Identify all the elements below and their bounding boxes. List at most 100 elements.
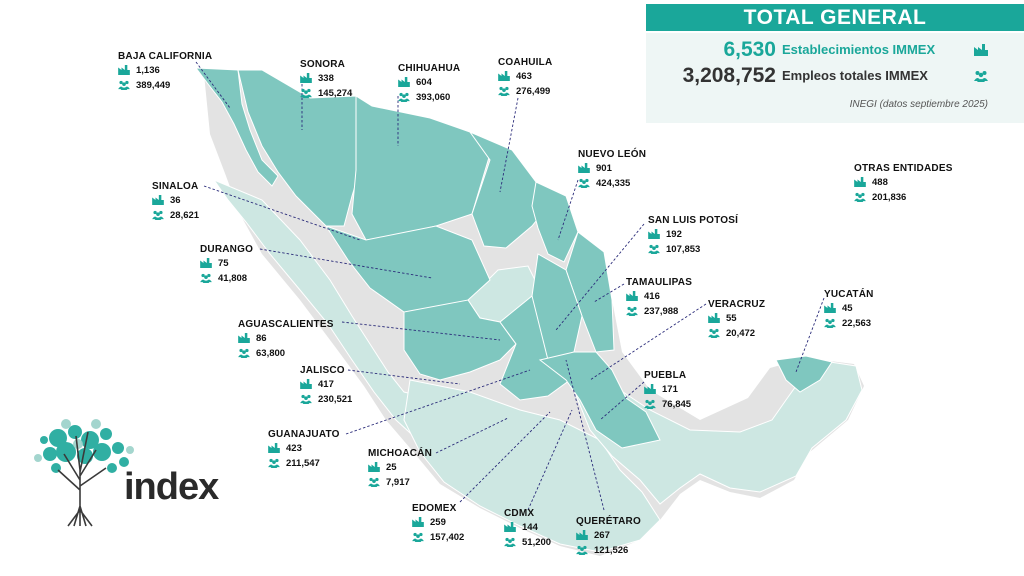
- state-establishments-value: 1,136: [136, 65, 160, 76]
- state-jobs: 276,499: [498, 84, 552, 99]
- state-name: QUERÉTARO: [576, 516, 641, 527]
- state-label: BAJA CALIFORNIA 1,136 389,449: [118, 50, 212, 93]
- state-jobs: 389,449: [118, 78, 212, 93]
- state-jobs: 41,808: [200, 271, 253, 286]
- state-establishments: 417: [300, 377, 352, 392]
- state-jobs-value: 22,563: [842, 318, 872, 329]
- state-jobs-value: 424,335: [596, 178, 631, 189]
- state-name: JALISCO: [300, 365, 345, 376]
- data-source-note: INEGI (datos septiembre 2025): [849, 99, 988, 110]
- people-icon: [398, 93, 410, 103]
- state-jobs-value: 157,402: [430, 532, 465, 543]
- index-logo: [30, 410, 240, 528]
- state-establishments-value: 423: [286, 443, 302, 454]
- state-jobs-value: 237,988: [644, 306, 679, 317]
- state-jobs: 237,988: [626, 304, 692, 319]
- state-establishments: 144: [504, 520, 551, 535]
- factory-icon: [504, 522, 516, 533]
- factory-icon: [974, 44, 988, 56]
- state-name: CHIHUAHUA: [398, 63, 461, 74]
- state-name: SAN LUIS POTOSÍ: [648, 215, 739, 226]
- tree-logo-icon: [34, 419, 134, 527]
- people-icon: [118, 81, 130, 91]
- people-icon: [708, 329, 720, 339]
- state-establishments-value: 901: [596, 163, 612, 174]
- people-icon: [644, 400, 656, 410]
- state-name: COAHUILA: [498, 57, 553, 68]
- state-establishments: 45: [824, 301, 874, 316]
- people-icon: [300, 395, 312, 405]
- state-jobs-value: 41,808: [218, 273, 248, 284]
- state-establishments-value: 463: [516, 71, 532, 82]
- state-label: MICHOACÁN 25 7,917: [368, 447, 432, 490]
- state-label: OTRAS ENTIDADES 488 201,836: [854, 162, 953, 205]
- people-icon: [578, 179, 590, 189]
- state-jobs-value: 28,621: [170, 210, 200, 221]
- state-label: YUCATÁN 45 22,563: [824, 288, 874, 331]
- factory-icon: [626, 291, 638, 302]
- state-label: SAN LUIS POTOSÍ 192 107,853: [648, 214, 738, 257]
- state-establishments-value: 192: [666, 229, 682, 240]
- state-establishments: 25: [368, 460, 432, 475]
- index-logo-text: index: [124, 466, 219, 508]
- state-label: SONORA 338 145,274: [300, 58, 352, 101]
- people-icon: [504, 538, 516, 548]
- state-establishments: 55: [708, 311, 765, 326]
- state-label: VERACRUZ 55 20,472: [708, 298, 765, 341]
- factory-icon: [708, 313, 720, 324]
- map-dark-states: [194, 67, 833, 449]
- factory-icon: [576, 530, 588, 541]
- state-establishments-value: 604: [416, 77, 432, 88]
- state-jobs: 7,917: [368, 475, 432, 490]
- state-label: COAHUILA 463 276,499: [498, 56, 552, 99]
- state-label: CHIHUAHUA 604 393,060: [398, 62, 460, 105]
- state-label: SINALOA 36 28,621: [152, 180, 199, 223]
- factory-icon: [118, 65, 130, 76]
- state-jobs: 107,853: [648, 242, 738, 257]
- state-jobs: 211,547: [268, 456, 340, 471]
- state-jobs: 157,402: [412, 530, 464, 545]
- state-establishments-value: 55: [726, 313, 737, 324]
- total-establishments-row: 6,530 Establecimientos IMMEX: [646, 38, 1024, 62]
- state-jobs-value: 121,526: [594, 545, 629, 556]
- state-jobs-value: 393,060: [416, 92, 451, 103]
- state-establishments: 423: [268, 441, 340, 456]
- people-icon: [368, 478, 380, 488]
- state-jobs: 76,845: [644, 397, 691, 412]
- factory-icon: [300, 73, 312, 84]
- state-label: GUANAJUATO 423 211,547: [268, 428, 340, 471]
- state-jobs-value: 211,547: [286, 458, 320, 469]
- factory-icon: [412, 517, 424, 528]
- state-establishments-value: 36: [170, 195, 181, 206]
- state-jobs: 230,521: [300, 392, 352, 407]
- state-jobs-value: 230,521: [318, 394, 353, 405]
- factory-icon: [238, 333, 250, 344]
- factory-icon: [498, 71, 510, 82]
- people-icon: [626, 307, 638, 317]
- state-establishments-value: 171: [662, 384, 678, 395]
- people-icon: [824, 319, 836, 329]
- state-establishments-value: 144: [522, 522, 538, 533]
- people-icon: [498, 87, 510, 97]
- state-establishments: 901: [578, 161, 646, 176]
- state-name: TAMAULIPAS: [626, 277, 693, 288]
- state-establishments: 36: [152, 193, 199, 208]
- state-jobs: 145,274: [300, 86, 352, 101]
- state-name: AGUASCALIENTES: [238, 319, 334, 330]
- state-label: AGUASCALIENTES 86 63,800: [238, 318, 334, 361]
- state-jobs: 424,335: [578, 176, 646, 191]
- state-name: VERACRUZ: [708, 299, 766, 310]
- total-general-title: TOTAL GENERAL: [646, 4, 1024, 31]
- state-label: EDOMEX 259 157,402: [412, 502, 464, 545]
- state-jobs: 63,800: [238, 346, 334, 361]
- map-light-states: [212, 178, 863, 553]
- state-establishments: 86: [238, 331, 334, 346]
- factory-icon: [268, 443, 280, 454]
- people-icon: [576, 546, 588, 556]
- total-jobs-label: Empleos totales IMMEX: [782, 68, 928, 83]
- state-establishments-value: 86: [256, 333, 267, 344]
- total-establishments-label: Establecimientos IMMEX: [782, 42, 936, 57]
- factory-icon: [300, 379, 312, 390]
- state-establishments-value: 416: [644, 291, 660, 302]
